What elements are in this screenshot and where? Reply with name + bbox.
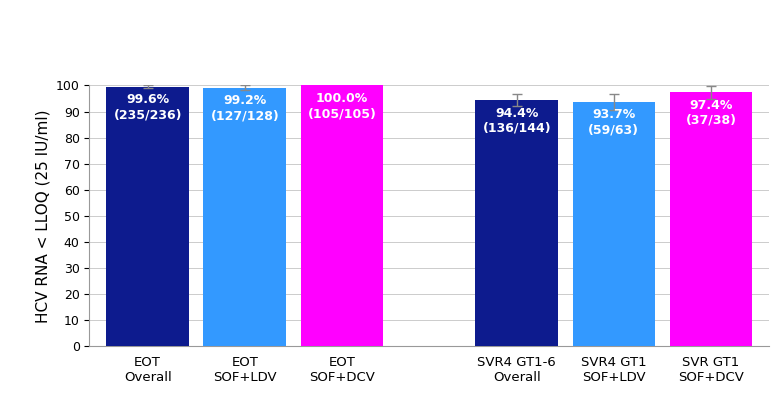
Bar — [301, 85, 383, 346]
Bar — [106, 87, 189, 346]
Y-axis label: HCV RNA < LLOQ (25 IU/ml): HCV RNA < LLOQ (25 IU/ml) — [35, 109, 51, 322]
Text: 94.4%
(136/144): 94.4% (136/144) — [483, 107, 551, 135]
Bar — [670, 92, 752, 346]
Bar — [573, 102, 655, 346]
Text: 99.6%
(235/236): 99.6% (235/236) — [113, 93, 182, 121]
Text: 93.7%
(59/63): 93.7% (59/63) — [588, 108, 639, 136]
Text: 97.4%
(37/38): 97.4% (37/38) — [685, 99, 737, 127]
Bar — [204, 88, 286, 346]
Bar — [476, 100, 558, 346]
Text: 99.2%
(127/128): 99.2% (127/128) — [211, 94, 279, 122]
Text: 100.0%
(105/105): 100.0% (105/105) — [308, 92, 376, 120]
Text: REDEMPTION-1 HCV RNA < LLOQ at EOT and SVR4: REDEMPTION-1 HCV RNA < LLOQ at EOT and S… — [12, 28, 679, 52]
